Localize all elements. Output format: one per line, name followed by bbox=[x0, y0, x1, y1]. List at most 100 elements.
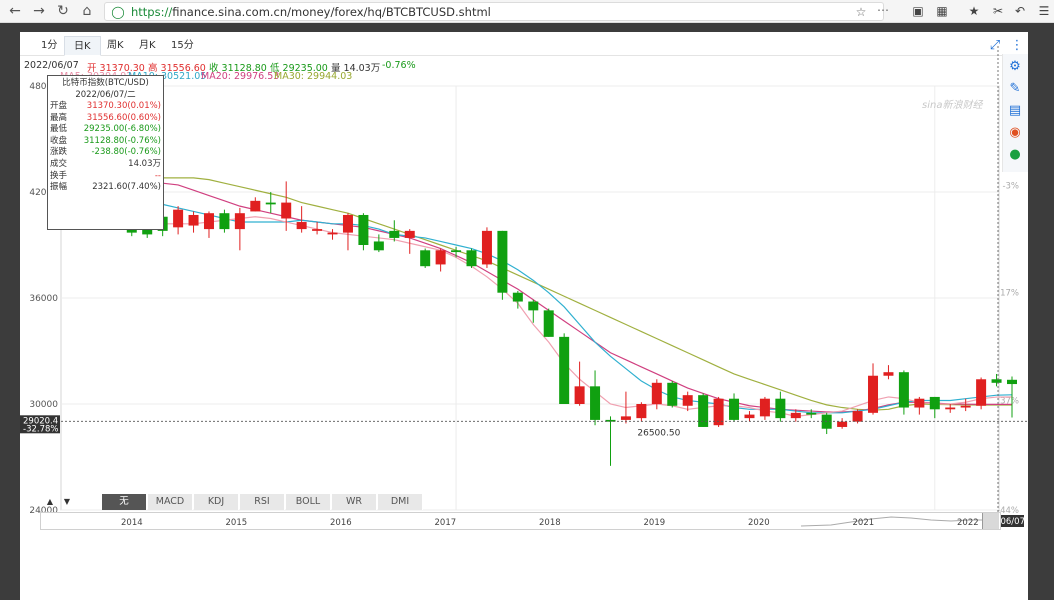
y-tick-label: 36000 bbox=[29, 294, 58, 304]
navigator-year-label: 2015 bbox=[225, 518, 248, 528]
candle-body bbox=[281, 202, 292, 219]
y-tick-label: 24000 bbox=[29, 506, 58, 516]
tab-15min[interactable]: 15分 bbox=[171, 40, 194, 51]
period-tabs: 1分 日K 周K 月K 15分 ⤢ ⋮ bbox=[20, 34, 1028, 56]
tooltip-row: 涨跌 -238.80(-0.76%) bbox=[48, 147, 163, 159]
candle-body bbox=[698, 395, 709, 427]
navigator-year-label: 2022 bbox=[957, 518, 979, 528]
info-change: -0.76% bbox=[382, 60, 416, 71]
candle-body bbox=[636, 404, 647, 419]
indicator-tab-none[interactable]: 无 bbox=[102, 494, 147, 510]
back-icon[interactable]: ← bbox=[9, 3, 21, 19]
tooltip-value: 31556.60(0.60%) bbox=[86, 112, 161, 123]
tab-icon[interactable]: ▣ bbox=[912, 4, 924, 18]
wechat-icon[interactable]: ● bbox=[1009, 147, 1021, 162]
info-close: 收 31128.80 bbox=[209, 63, 267, 74]
favorites-icon[interactable]: ★ bbox=[968, 4, 980, 18]
legend-ma30: MA30: 29944.03 bbox=[274, 71, 353, 82]
range-navigator[interactable]: 2014 2015 2016 2017 2018 2019 2020 2021 2022 bbox=[40, 512, 1001, 530]
candle-body bbox=[605, 419, 616, 422]
candle-body bbox=[404, 230, 415, 238]
tooltip-value: 2321.60(7.40%) bbox=[92, 182, 161, 193]
candle-body bbox=[219, 213, 230, 230]
weibo-icon[interactable]: ◉ bbox=[1009, 125, 1021, 140]
candle-body bbox=[142, 229, 153, 235]
pencil-icon[interactable]: ✎ bbox=[1009, 81, 1021, 96]
cut-icon[interactable]: ✂ bbox=[992, 4, 1004, 18]
pct-tick-label: 37% bbox=[1000, 396, 1019, 406]
tooltip-row: 成交 14.03万 bbox=[48, 159, 163, 171]
tooltip-row: 换手 -- bbox=[48, 171, 163, 183]
candle-body bbox=[991, 379, 1002, 383]
legend-ma10: MA10: 30521.05 bbox=[128, 71, 207, 82]
notes-icon[interactable]: ▤ bbox=[1008, 103, 1022, 118]
menu-icon[interactable]: ☰ bbox=[1038, 4, 1050, 18]
info-volume: 量 14.03万 bbox=[331, 63, 381, 74]
forward-icon[interactable]: → bbox=[33, 3, 45, 19]
tab-daily-k[interactable]: 日K bbox=[64, 36, 101, 56]
tab-1min[interactable]: 1分 bbox=[41, 40, 58, 51]
tooltip-label: 涨跌 bbox=[50, 147, 68, 158]
apps-icon[interactable]: ▦ bbox=[936, 4, 948, 18]
tab-monthly-k[interactable]: 月K bbox=[139, 40, 156, 51]
page-frame-left bbox=[0, 23, 20, 600]
tooltip-value: -- bbox=[154, 170, 161, 181]
info-date: 2022/06/07 bbox=[24, 60, 79, 71]
navigator-handle[interactable] bbox=[982, 513, 999, 529]
tooltip-row: 振幅 2321.60(7.40%) bbox=[48, 182, 163, 194]
tooltip-label: 成交 bbox=[50, 158, 68, 169]
indicator-tab-kdj[interactable]: KDJ bbox=[194, 494, 239, 510]
navigator-sparkline bbox=[800, 516, 982, 527]
navigator-year-label: 2021 bbox=[852, 518, 875, 528]
candle-body bbox=[574, 386, 585, 404]
candle-body bbox=[806, 412, 817, 415]
candle-body bbox=[420, 250, 431, 267]
info-open: 开 31370.30 bbox=[87, 63, 145, 74]
scroll-up-button[interactable]: ▲ bbox=[46, 497, 54, 506]
tooltip-row: 收盘 31128.80(-0.76%) bbox=[48, 136, 163, 148]
more-icon[interactable]: ⋯ bbox=[877, 3, 889, 17]
fullscreen-icon[interactable]: ⤢ bbox=[989, 38, 1001, 53]
indicator-tab-rsi[interactable]: RSI bbox=[240, 494, 285, 510]
candle-body bbox=[188, 214, 199, 226]
address-bar[interactable]: ◯ https://finance.sina.com.cn/money/fore… bbox=[104, 2, 889, 21]
undo-icon[interactable]: ↶ bbox=[1014, 4, 1026, 18]
navigator-year-label: 2019 bbox=[643, 518, 666, 528]
tooltip-value: 31370.30(0.01%) bbox=[86, 101, 161, 111]
y-tick-label: 42000 bbox=[29, 188, 58, 198]
crosshair-pct: -32.78% bbox=[23, 424, 58, 434]
settings-icon[interactable]: ⚙ bbox=[1009, 59, 1021, 74]
candle-body bbox=[358, 214, 369, 245]
page-frame-right bbox=[1028, 23, 1054, 600]
tab-weekly-k[interactable]: 周K bbox=[107, 40, 124, 51]
candle-body bbox=[868, 375, 879, 413]
scroll-down-button[interactable]: ▼ bbox=[63, 497, 71, 506]
navigator-year-label: 2016 bbox=[330, 518, 352, 528]
indicator-tab-macd[interactable]: MACD bbox=[148, 494, 193, 510]
candle-body bbox=[173, 209, 184, 228]
navigator-year-label: 2017 bbox=[434, 518, 457, 528]
candle-body bbox=[682, 395, 693, 406]
tooltip-value: 14.03万 bbox=[128, 158, 161, 169]
candle-body bbox=[250, 200, 261, 212]
tooltip-row: 最低 29235.00(-6.80%) bbox=[48, 124, 163, 136]
tooltip-row: 最高 31556.60(0.60%) bbox=[48, 113, 163, 125]
candle-body bbox=[543, 310, 554, 337]
star-icon[interactable]: ☆ bbox=[855, 5, 867, 19]
candle-body bbox=[559, 336, 570, 404]
tooltip-label: 振幅 bbox=[50, 182, 68, 193]
candle-body bbox=[451, 250, 462, 253]
home-icon[interactable]: ⌂ bbox=[82, 3, 92, 19]
indicator-tab-boll[interactable]: BOLL bbox=[286, 494, 331, 510]
candle-body bbox=[234, 213, 245, 230]
reload-icon[interactable]: ↻ bbox=[57, 3, 69, 19]
pct-tick-label: -3% bbox=[1002, 181, 1019, 191]
candle-body bbox=[466, 250, 477, 267]
candle-body bbox=[373, 241, 384, 251]
candle-body bbox=[512, 292, 523, 302]
more-vertical-icon[interactable]: ⋮ bbox=[1010, 38, 1024, 53]
indicator-tab-wr[interactable]: WR bbox=[332, 494, 377, 510]
indicator-tab-dmi[interactable]: DMI bbox=[378, 494, 423, 510]
candle-body bbox=[852, 411, 863, 422]
